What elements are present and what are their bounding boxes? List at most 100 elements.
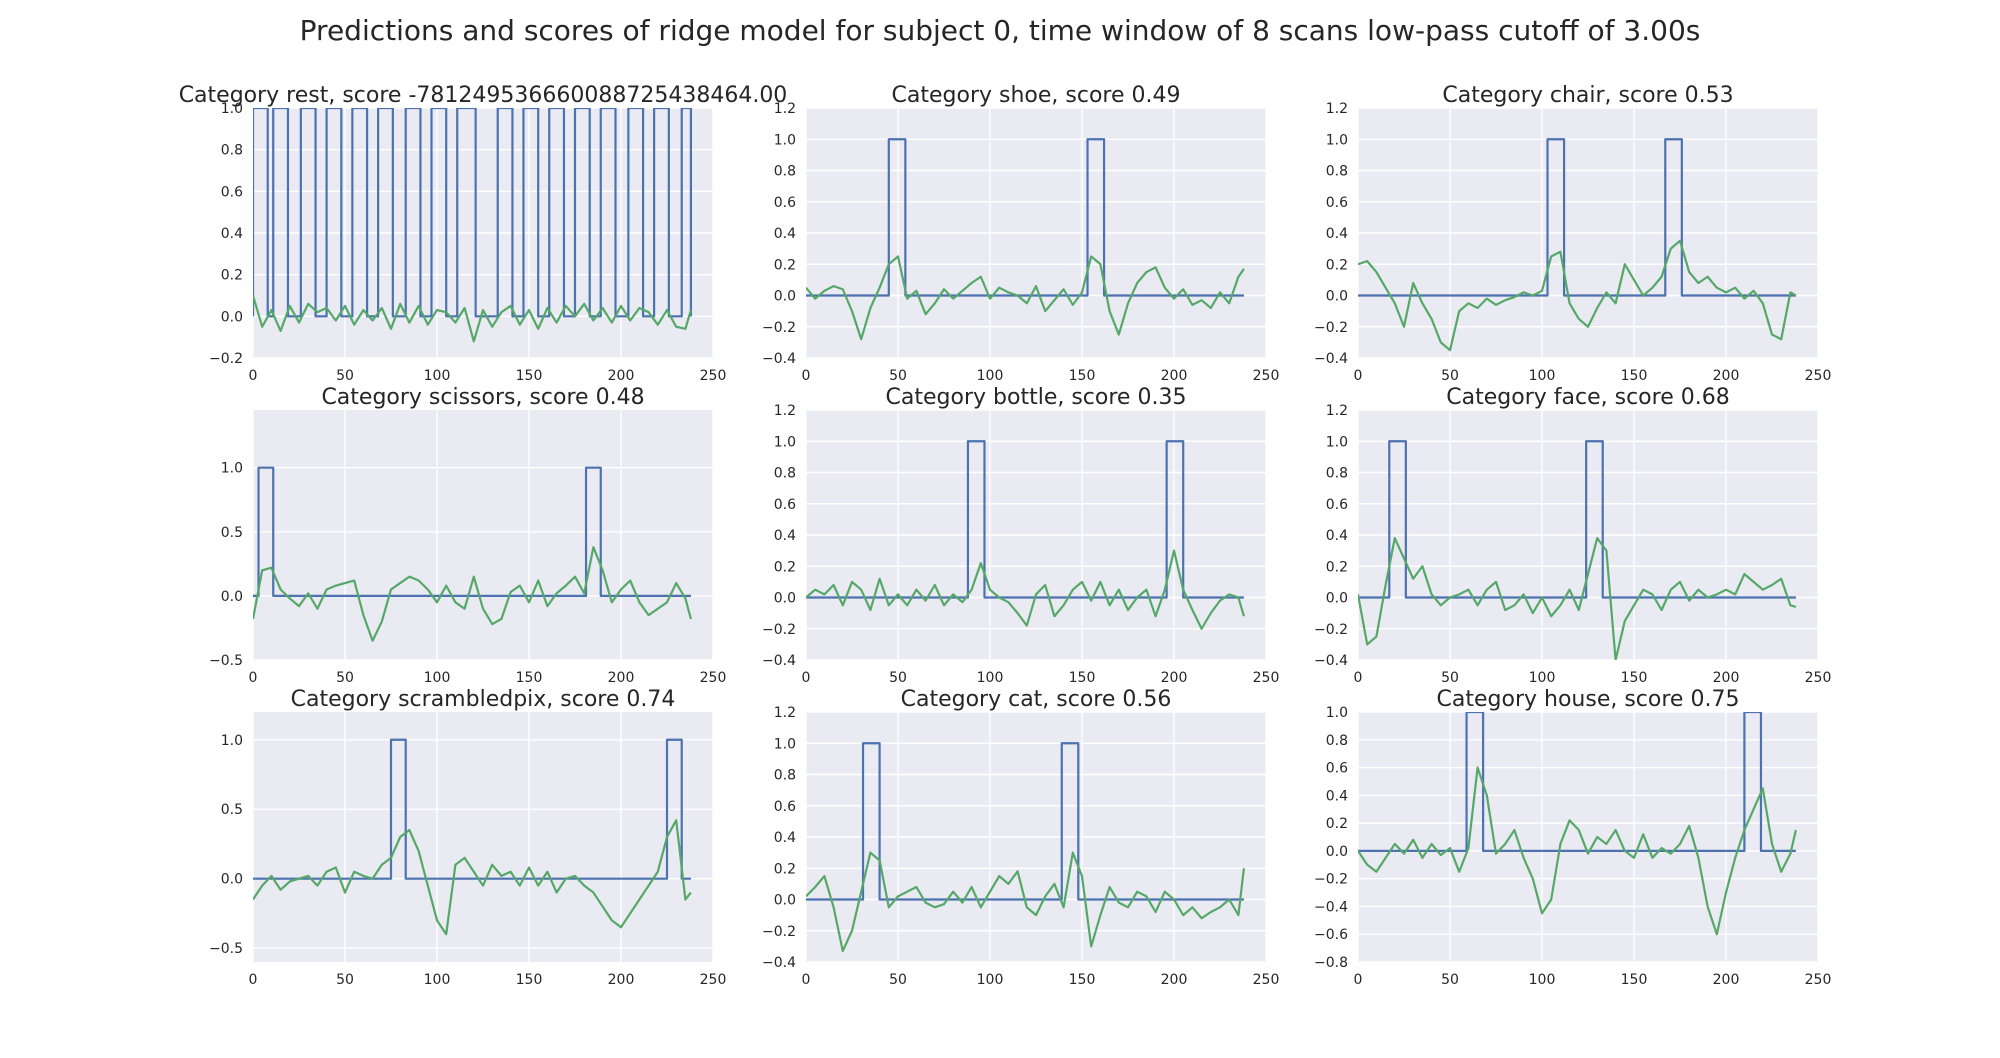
figure-title: Predictions and scores of ridge model fo…: [299, 14, 1701, 47]
prediction-series-line: [253, 546, 692, 642]
x-tick-label: 250: [700, 972, 727, 988]
x-tick-label: 50: [889, 670, 907, 686]
y-tick-label: −0.4: [1314, 899, 1348, 915]
y-tick-label: 1.2: [774, 403, 796, 419]
subplot-title: Category scrambledpix, score 0.74: [291, 687, 676, 712]
x-tick-label: 250: [1805, 368, 1832, 384]
target-series-line: [806, 440, 1244, 599]
y-tick-label: 0.5: [221, 802, 243, 818]
y-tick-label: 0.6: [774, 195, 796, 211]
plot-area: [253, 712, 713, 962]
prediction-series-line: [1358, 239, 1797, 352]
y-tick-label: 0.4: [774, 226, 796, 242]
x-tick-label: 250: [1253, 670, 1280, 686]
y-tick-label: 1.0: [1326, 705, 1348, 721]
x-tick-label: 150: [1069, 670, 1096, 686]
x-tick-label: 100: [424, 972, 451, 988]
y-tick-label: 0.8: [774, 466, 796, 482]
x-tick-label: 50: [889, 972, 907, 988]
y-tick-label: 0.0: [774, 591, 796, 607]
prediction-series-line: [253, 819, 692, 936]
prediction-series-line: [806, 549, 1245, 630]
x-tick-label: 100: [1529, 972, 1556, 988]
prediction-series-line: [1358, 537, 1797, 660]
y-tick-label: −0.4: [1314, 653, 1348, 669]
y-tick-label: 0.0: [221, 589, 243, 605]
y-tick-label: −0.4: [1314, 351, 1348, 367]
x-tick-label: 100: [424, 670, 451, 686]
y-tick-label: 0.5: [221, 525, 243, 541]
target-series-line: [1358, 712, 1796, 852]
y-tick-label: 1.0: [1326, 434, 1348, 450]
y-tick-label: 0.8: [1326, 733, 1348, 749]
x-tick-label: 150: [1069, 368, 1096, 384]
x-tick-label: 0: [1354, 670, 1363, 686]
x-tick-label: 200: [608, 670, 635, 686]
subplot-9: 0 50 100 150 200 250 −0.8 −0.6 −0.4 −0.2 0.0 0.2 0.4…: [1314, 687, 1831, 988]
y-tick-label: 1.2: [774, 705, 796, 721]
plot-area: [253, 410, 713, 660]
plot-area: [1358, 712, 1818, 962]
x-tick-label: 100: [424, 368, 451, 384]
y-tick-label: 1.0: [1326, 132, 1348, 148]
subplot-title: Category face, score 0.68: [1446, 385, 1729, 410]
y-tick-label: 0.2: [1326, 816, 1348, 832]
y-tick-label: 1.0: [774, 434, 796, 450]
y-tick-label: 1.2: [1326, 101, 1348, 117]
y-tick-label: 0.0: [774, 893, 796, 909]
x-tick-label: 200: [1713, 670, 1740, 686]
subplot-3: 0 50 100 150 200 250 −0.4 −0.2 0.0 0.2 0.4 0.6 0.8 1.…: [1314, 83, 1831, 384]
y-tick-label: −0.5: [209, 941, 243, 957]
x-tick-label: 200: [1161, 972, 1188, 988]
x-tick-label: 200: [608, 972, 635, 988]
y-tick-label: 0.2: [221, 268, 243, 284]
y-tick-label: 0.2: [774, 257, 796, 273]
y-tick-label: −0.8: [1314, 955, 1348, 971]
y-tick-label: −0.2: [209, 351, 243, 367]
y-tick-label: 0.0: [774, 289, 796, 305]
x-tick-label: 100: [977, 670, 1004, 686]
x-tick-label: 50: [1441, 972, 1459, 988]
subplot-title: Category scissors, score 0.48: [321, 385, 644, 410]
x-tick-label: 250: [1805, 972, 1832, 988]
y-tick-label: 0.8: [774, 768, 796, 784]
x-tick-label: 250: [1253, 972, 1280, 988]
y-tick-label: 0.8: [221, 143, 243, 159]
y-tick-label: 0.0: [1326, 591, 1348, 607]
x-tick-label: 50: [336, 972, 354, 988]
y-tick-label: −0.4: [762, 653, 796, 669]
x-tick-label: 0: [1354, 972, 1363, 988]
x-tick-label: 50: [1441, 368, 1459, 384]
target-series-line: [253, 108, 693, 318]
x-tick-label: 0: [249, 670, 258, 686]
x-tick-label: 50: [336, 368, 354, 384]
prediction-series-line: [253, 295, 692, 343]
y-tick-label: 0.4: [774, 528, 796, 544]
subplot-6: 0 50 100 150 200 250 −0.4 −0.2 0.0 0.2 0.4 0.6 0.8 1.…: [1314, 385, 1831, 686]
subplot-8: 0 50 100 150 200 250 −0.4 −0.2 0.0 0.2 0.4 0.6 0.8 1.…: [762, 687, 1279, 988]
y-tick-label: 0.4: [1326, 226, 1348, 242]
x-tick-label: 200: [1161, 368, 1188, 384]
y-tick-label: −0.6: [1314, 927, 1348, 943]
y-tick-label: −0.4: [762, 955, 796, 971]
prediction-series-line: [806, 255, 1245, 341]
x-tick-label: 250: [700, 670, 727, 686]
y-tick-label: 0.6: [221, 184, 243, 200]
y-tick-label: 0.2: [1326, 559, 1348, 575]
x-tick-label: 0: [249, 368, 258, 384]
y-tick-label: 1.0: [221, 101, 243, 117]
target-series-line: [806, 138, 1244, 297]
x-tick-label: 200: [1161, 670, 1188, 686]
x-tick-label: 0: [802, 670, 811, 686]
y-tick-label: 1.2: [774, 101, 796, 117]
x-tick-label: 150: [1069, 972, 1096, 988]
prediction-series-line: [806, 851, 1246, 953]
y-tick-label: 1.0: [221, 461, 243, 477]
x-tick-label: 50: [336, 670, 354, 686]
y-tick-label: −0.4: [762, 351, 796, 367]
y-tick-label: 1.0: [221, 733, 243, 749]
target-series-line: [253, 466, 691, 597]
y-tick-label: 0.0: [1326, 844, 1348, 860]
x-tick-label: 100: [977, 972, 1004, 988]
y-tick-label: 0.4: [774, 830, 796, 846]
